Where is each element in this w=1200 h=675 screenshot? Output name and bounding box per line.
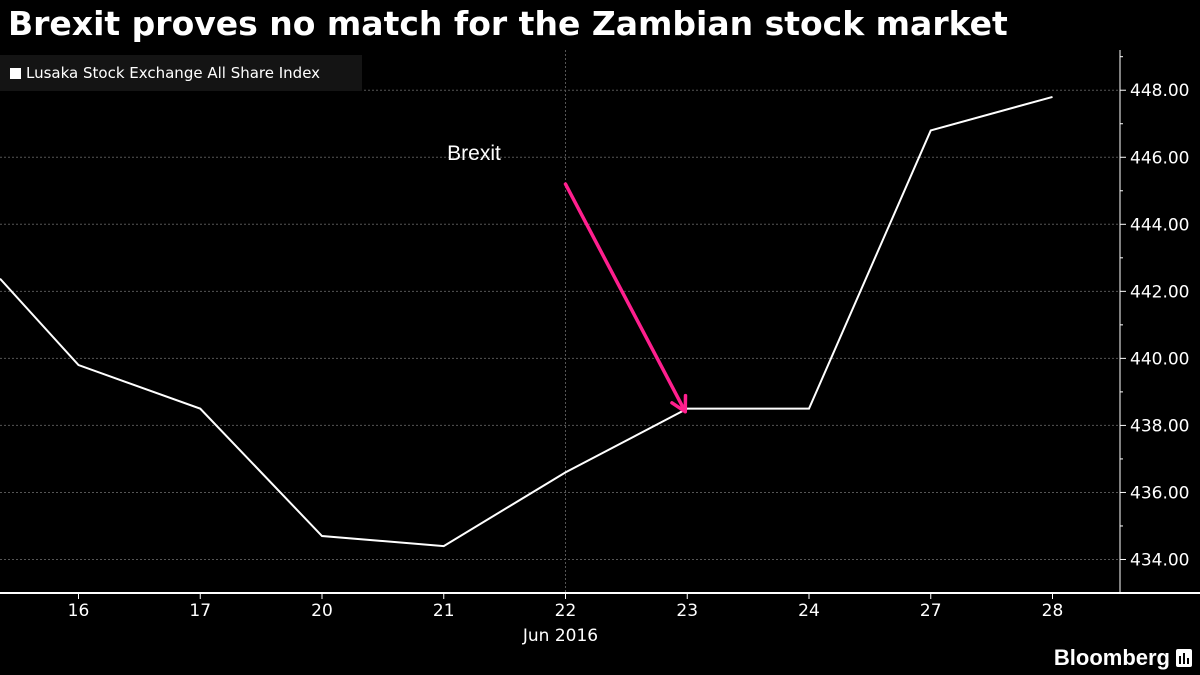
x-tick-label: 17 <box>189 601 211 621</box>
axes <box>0 50 1200 599</box>
bloomberg-logo: Bloomberg <box>1054 645 1192 671</box>
x-axis-label: Jun 2016 <box>522 626 598 646</box>
legend-swatch <box>10 67 21 79</box>
y-tick-label: 446.00 <box>1130 148 1189 168</box>
legend: Lusaka Stock Exchange All Share Index <box>0 55 362 91</box>
y-tick-labels: 434.00 436.00 438.00 440.00 442.00 444.00 446.… <box>1130 81 1189 570</box>
y-tick-label: 442.00 <box>1130 282 1189 302</box>
x-tick-labels: 16 17 20 21 22 23 24 27 28 Jun 2016 <box>68 601 1064 646</box>
x-tick-label: 16 <box>68 601 90 621</box>
chart-title: Brexit proves no match for the Zambian s… <box>8 4 1008 43</box>
brand-text: Bloomberg <box>1053 645 1170 670</box>
y-tick-label: 438.00 <box>1130 416 1189 436</box>
x-tick-label: 21 <box>433 601 455 621</box>
y-tick-label: 436.00 <box>1130 483 1189 503</box>
annotation-arrow <box>563 182 687 414</box>
bloomberg-terminal-icon <box>1176 649 1192 667</box>
x-tick-label: 24 <box>798 601 820 621</box>
series-lines <box>0 95 1053 548</box>
series-line <box>0 95 1053 548</box>
y-tick-label: 448.00 <box>1130 81 1189 101</box>
y-tick-label: 444.00 <box>1130 215 1189 235</box>
annotation-label: Brexit <box>447 142 501 165</box>
x-tick-label: 20 <box>311 601 333 621</box>
y-tick-label: 434.00 <box>1130 550 1189 570</box>
x-tick-label: 27 <box>920 601 942 621</box>
y-tick-label: 440.00 <box>1130 349 1189 369</box>
annotation-arrowhead <box>670 393 688 414</box>
x-tick-label: 23 <box>676 601 698 621</box>
legend-label: Lusaka Stock Exchange All Share Index <box>26 64 321 82</box>
annotations: Brexit <box>447 142 688 414</box>
x-tick-label: 28 <box>1042 601 1064 621</box>
gridlines <box>0 89 1120 560</box>
x-tick-label: 22 <box>555 601 577 621</box>
